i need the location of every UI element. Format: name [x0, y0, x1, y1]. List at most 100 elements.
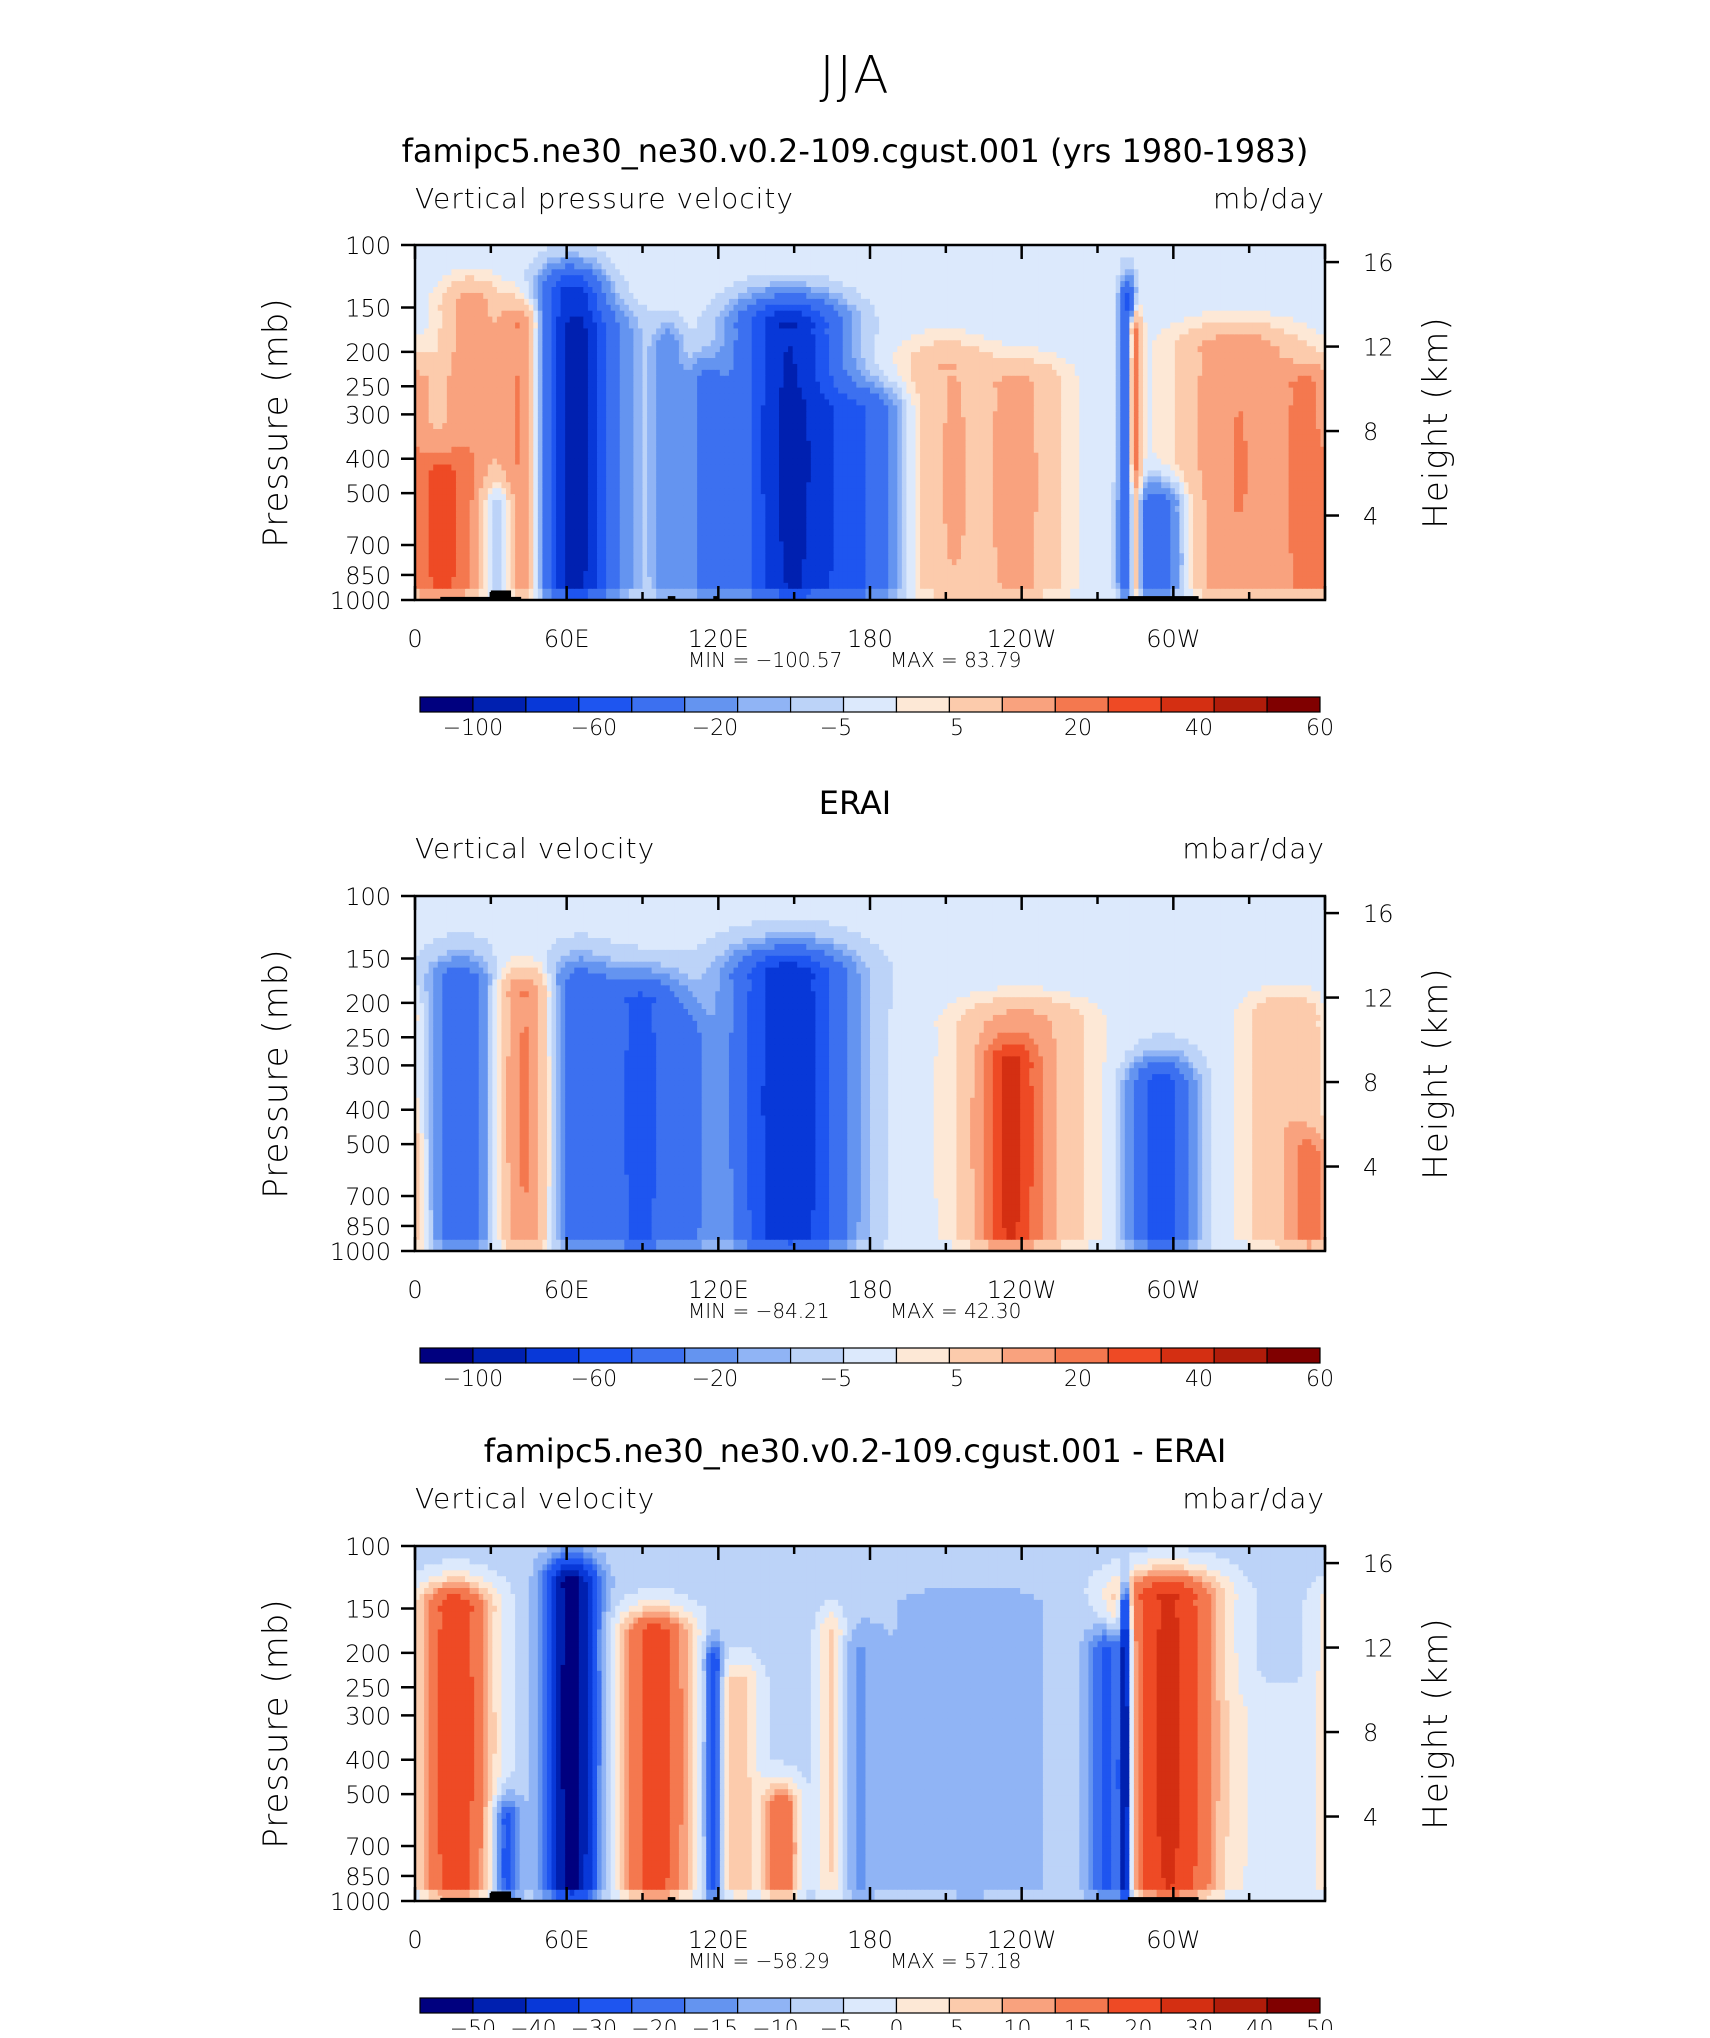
field-cell	[487, 463, 493, 471]
field-cell	[578, 570, 584, 577]
field-cell	[1070, 505, 1076, 512]
field-cell	[892, 452, 898, 459]
field-cell	[537, 529, 543, 536]
field-cell	[533, 576, 539, 583]
field-cell	[1006, 523, 1012, 530]
field-cell	[660, 463, 666, 471]
field-cell	[660, 540, 666, 548]
field-cell	[1083, 463, 1089, 471]
field-cell	[597, 517, 603, 524]
field-cell	[665, 469, 671, 477]
field-cell	[1302, 534, 1308, 542]
field-cell	[492, 517, 498, 524]
field-cell	[533, 558, 539, 566]
field-cell	[519, 458, 525, 465]
field-cell	[424, 493, 430, 501]
field-cell	[997, 499, 1003, 506]
field-cell	[788, 493, 794, 501]
field-cell	[424, 511, 430, 518]
field-cell	[1215, 594, 1221, 601]
field-cell	[710, 523, 716, 530]
field-cell	[738, 558, 744, 566]
field-cell	[1147, 517, 1153, 524]
field-cell	[838, 505, 844, 512]
field-cell	[496, 452, 503, 459]
field-cell	[938, 564, 944, 572]
field-cell	[1247, 505, 1253, 512]
field-cell	[569, 469, 575, 477]
field-cell	[701, 458, 707, 465]
field-cell	[533, 493, 539, 501]
field-cell	[942, 523, 948, 530]
field-cell	[1038, 540, 1044, 548]
field-cell	[606, 475, 612, 483]
field-cell	[1011, 534, 1017, 542]
field-cell	[961, 564, 967, 572]
field-cell	[851, 564, 857, 572]
field-cell	[906, 475, 912, 483]
field-cell	[624, 576, 630, 583]
field-cell	[965, 487, 971, 495]
field-cell	[692, 469, 698, 477]
field-cell	[1211, 582, 1217, 589]
field-cell	[1220, 452, 1226, 459]
field-cell	[637, 582, 644, 589]
field-cell	[415, 505, 421, 512]
field-cell	[756, 487, 762, 495]
field-cell	[678, 469, 685, 477]
field-cell	[1288, 540, 1294, 548]
field-cell	[606, 511, 612, 518]
field-cell	[961, 540, 967, 548]
field-cell	[1088, 517, 1094, 524]
field-cell	[1270, 582, 1276, 589]
field-cell	[1320, 481, 1326, 489]
field-cell	[669, 576, 675, 583]
field-cell	[1124, 534, 1130, 542]
field-cell	[583, 558, 589, 566]
field-cell	[474, 564, 480, 572]
field-cell	[1261, 558, 1267, 566]
field-cell	[688, 517, 694, 524]
field-cell	[810, 452, 816, 459]
field-cell	[419, 463, 425, 471]
field-cell	[551, 463, 557, 471]
field-cell	[665, 558, 671, 566]
field-cell	[1111, 511, 1117, 518]
field-cell	[979, 534, 985, 542]
field-cell	[601, 588, 607, 595]
field-cell	[1006, 469, 1012, 477]
field-cell	[1247, 546, 1253, 554]
field-cell	[788, 534, 794, 542]
field-cell	[519, 469, 525, 477]
field-cell	[947, 582, 953, 589]
field-cell	[797, 505, 803, 512]
field-cell	[829, 529, 835, 536]
field-cell	[1174, 570, 1180, 577]
field-cell	[897, 558, 903, 566]
field-cell	[678, 493, 685, 501]
field-cell	[728, 452, 735, 459]
field-cell	[465, 529, 471, 536]
field-cell	[879, 517, 885, 524]
field-cell	[1052, 534, 1058, 542]
field-cell	[860, 588, 867, 595]
field-cell	[537, 576, 543, 583]
field-cell	[810, 517, 816, 524]
field-cell	[651, 499, 657, 506]
field-cell	[483, 499, 489, 506]
field-cell	[1274, 576, 1281, 583]
field-cell	[1115, 558, 1121, 566]
field-cell	[592, 576, 598, 583]
field-cell	[774, 576, 780, 583]
field-cell	[469, 540, 475, 548]
field-cell	[606, 582, 612, 589]
field-cell	[674, 517, 680, 524]
field-cell	[569, 487, 575, 495]
field-cell	[656, 540, 662, 548]
field-cell	[1042, 469, 1049, 477]
field-cell	[1174, 546, 1180, 554]
field-cell	[1033, 546, 1039, 554]
field-cell	[1124, 511, 1130, 518]
field-cell	[1311, 570, 1317, 577]
field-cell	[1088, 582, 1094, 589]
